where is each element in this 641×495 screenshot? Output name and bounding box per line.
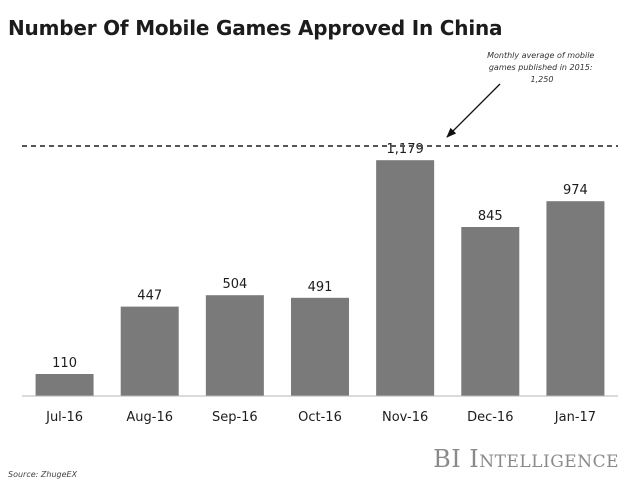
chart-title: Number Of Mobile Games Approved In China: [8, 16, 503, 40]
reference-annotation: Monthly average of mobile games publishe…: [487, 51, 597, 84]
data-label-jul-16: 110: [52, 356, 77, 371]
data-label-oct-16: 491: [308, 280, 333, 295]
data-label-aug-16: 447: [137, 289, 162, 304]
x-tick-label-jul-16: Jul-16: [45, 410, 83, 425]
bar-nov-16: [376, 160, 435, 396]
x-tick-label-jan-17: Jan-17: [554, 410, 596, 425]
x-tick-label-nov-16: Nov-16: [382, 410, 428, 425]
data-label-nov-16: 1,179: [387, 142, 424, 157]
x-tick-label-aug-16: Aug-16: [126, 410, 173, 425]
source-note: Source: ZhugeEX: [8, 470, 78, 479]
data-label-jan-17: 974: [563, 183, 588, 198]
annotation-line-1: Monthly average of mobile: [487, 51, 594, 60]
brand-text: BI Intelligence: [433, 445, 619, 473]
bar-dec-16: [461, 227, 520, 396]
bar-oct-16: [291, 297, 349, 396]
data-label-sep-16: 504: [222, 277, 247, 292]
annotation-line-2: games published in 2015:: [489, 63, 593, 72]
x-tick-label-sep-16: Sep-16: [212, 410, 258, 425]
bar-jan-17: [546, 201, 605, 396]
annotation-line-3: 1,250: [531, 75, 554, 84]
data-label-dec-16: 845: [478, 209, 503, 224]
brand-logo: BI Intelligence: [0, 445, 619, 473]
x-tick-label-dec-16: Dec-16: [467, 410, 513, 425]
bar-aug-16: [120, 306, 179, 396]
annotation-arrow: [446, 83, 501, 138]
bar-sep-16: [205, 295, 264, 396]
bar-jul-16: [35, 374, 94, 396]
x-tick-label-oct-16: Oct-16: [298, 410, 342, 425]
